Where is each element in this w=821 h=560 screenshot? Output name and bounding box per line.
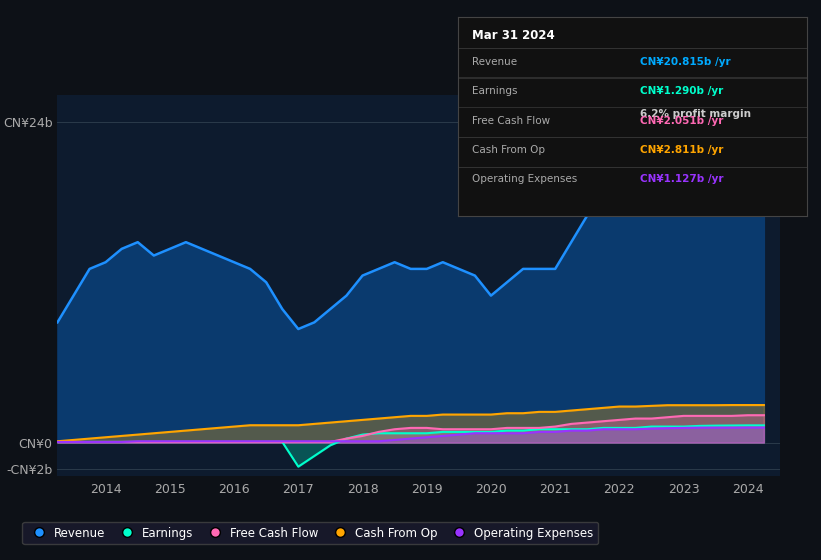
Text: Cash From Op: Cash From Op [472,145,545,155]
Text: CN¥1.290b /yr: CN¥1.290b /yr [640,86,722,96]
Text: 6.2% profit margin: 6.2% profit margin [640,109,750,119]
Text: Mar 31 2024: Mar 31 2024 [472,29,555,42]
Text: Free Cash Flow: Free Cash Flow [472,116,550,126]
Text: Operating Expenses: Operating Expenses [472,174,577,184]
Text: CN¥1.127b /yr: CN¥1.127b /yr [640,174,723,184]
Text: Earnings: Earnings [472,86,517,96]
Text: CN¥20.815b /yr: CN¥20.815b /yr [640,57,730,67]
Text: Revenue: Revenue [472,57,517,67]
Text: CN¥2.051b /yr: CN¥2.051b /yr [640,116,723,126]
Text: CN¥2.811b /yr: CN¥2.811b /yr [640,145,723,155]
Legend: Revenue, Earnings, Free Cash Flow, Cash From Op, Operating Expenses: Revenue, Earnings, Free Cash Flow, Cash … [22,522,599,544]
